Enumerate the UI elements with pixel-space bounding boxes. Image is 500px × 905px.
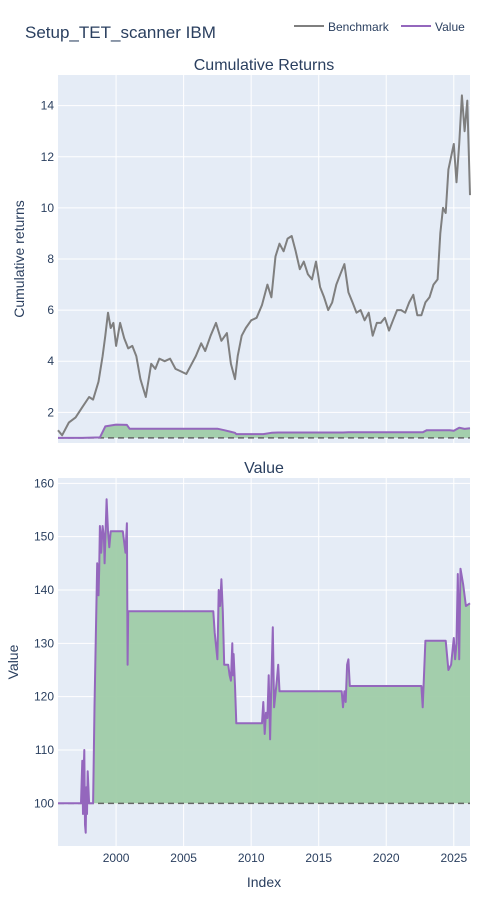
value-y-tick-label: 140 [34,583,54,597]
value-marks [58,498,471,834]
value-x-tick-label: 2000 [103,851,130,865]
value-value-line[interactable] [58,498,471,834]
cumulative-returns-y-tick-label: 10 [41,201,55,215]
value-x-ticks: 2000 2005 2010 2015 2020 2025 [103,851,468,865]
value-title: Value [244,460,284,477]
legend-item-benchmark[interactable]: Benchmark [294,20,390,34]
value-y-tick-label: 100 [34,796,54,810]
cumulative-returns-title: Cumulative Returns [194,57,335,74]
cumulative-returns-y-tick-label: 8 [47,252,54,266]
cumulative-returns-y-axis-label: Cumulative returns [11,200,27,318]
cumulative-returns-y-tick-label: 4 [47,354,54,368]
value-y-tick-label: 130 [34,636,54,650]
cumulative-returns-y-ticks: 2 4 6 8 10 12 14 [41,99,55,420]
value-x-tick-label: 2015 [305,851,332,865]
cumulative-returns-y-tick-label: 2 [47,405,54,419]
value-y-ticks: 100 110 120 130 140 150 160 [34,476,54,810]
value-subplot: Value 100 110 120 130 140 150 160 2000 2005 2010… [5,460,471,890]
legend-item-value[interactable]: Value [401,20,465,34]
value-x-axis-label: Index [247,874,281,890]
cumulative-returns-marks [57,94,471,439]
value-x-tick-label: 2005 [170,851,197,865]
legend-label-value: Value [435,20,465,34]
cumulative-returns-y-tick-label: 14 [41,99,55,113]
value-y-tick-label: 110 [35,743,54,757]
value-x-tick-label: 2020 [373,851,400,865]
value-y-tick-label: 120 [34,690,54,704]
value-y-axis-label: Value [5,644,21,679]
cumulative-returns-benchmark-line[interactable] [57,94,471,437]
cumulative-returns-y-tick-label: 12 [41,150,55,164]
cumulative-returns-value-line[interactable] [58,423,471,439]
cumulative-returns-y-tick-label: 6 [47,303,54,317]
value-x-tick-label: 2010 [238,851,265,865]
value-y-tick-label: 160 [34,476,54,490]
value-y-tick-label: 150 [34,530,54,544]
value-value-area [58,499,470,833]
cumulative-returns-subplot: Cumulative Returns 2 4 6 8 10 12 14 Cumulative… [11,57,471,443]
value-x-tick-label: 2025 [440,851,467,865]
legend-label-benchmark: Benchmark [328,20,390,34]
cumulative-returns-value-area [58,424,470,438]
legend[interactable]: Benchmark Value [294,20,465,34]
figure-title: Setup_TET_scanner IBM [25,23,216,42]
